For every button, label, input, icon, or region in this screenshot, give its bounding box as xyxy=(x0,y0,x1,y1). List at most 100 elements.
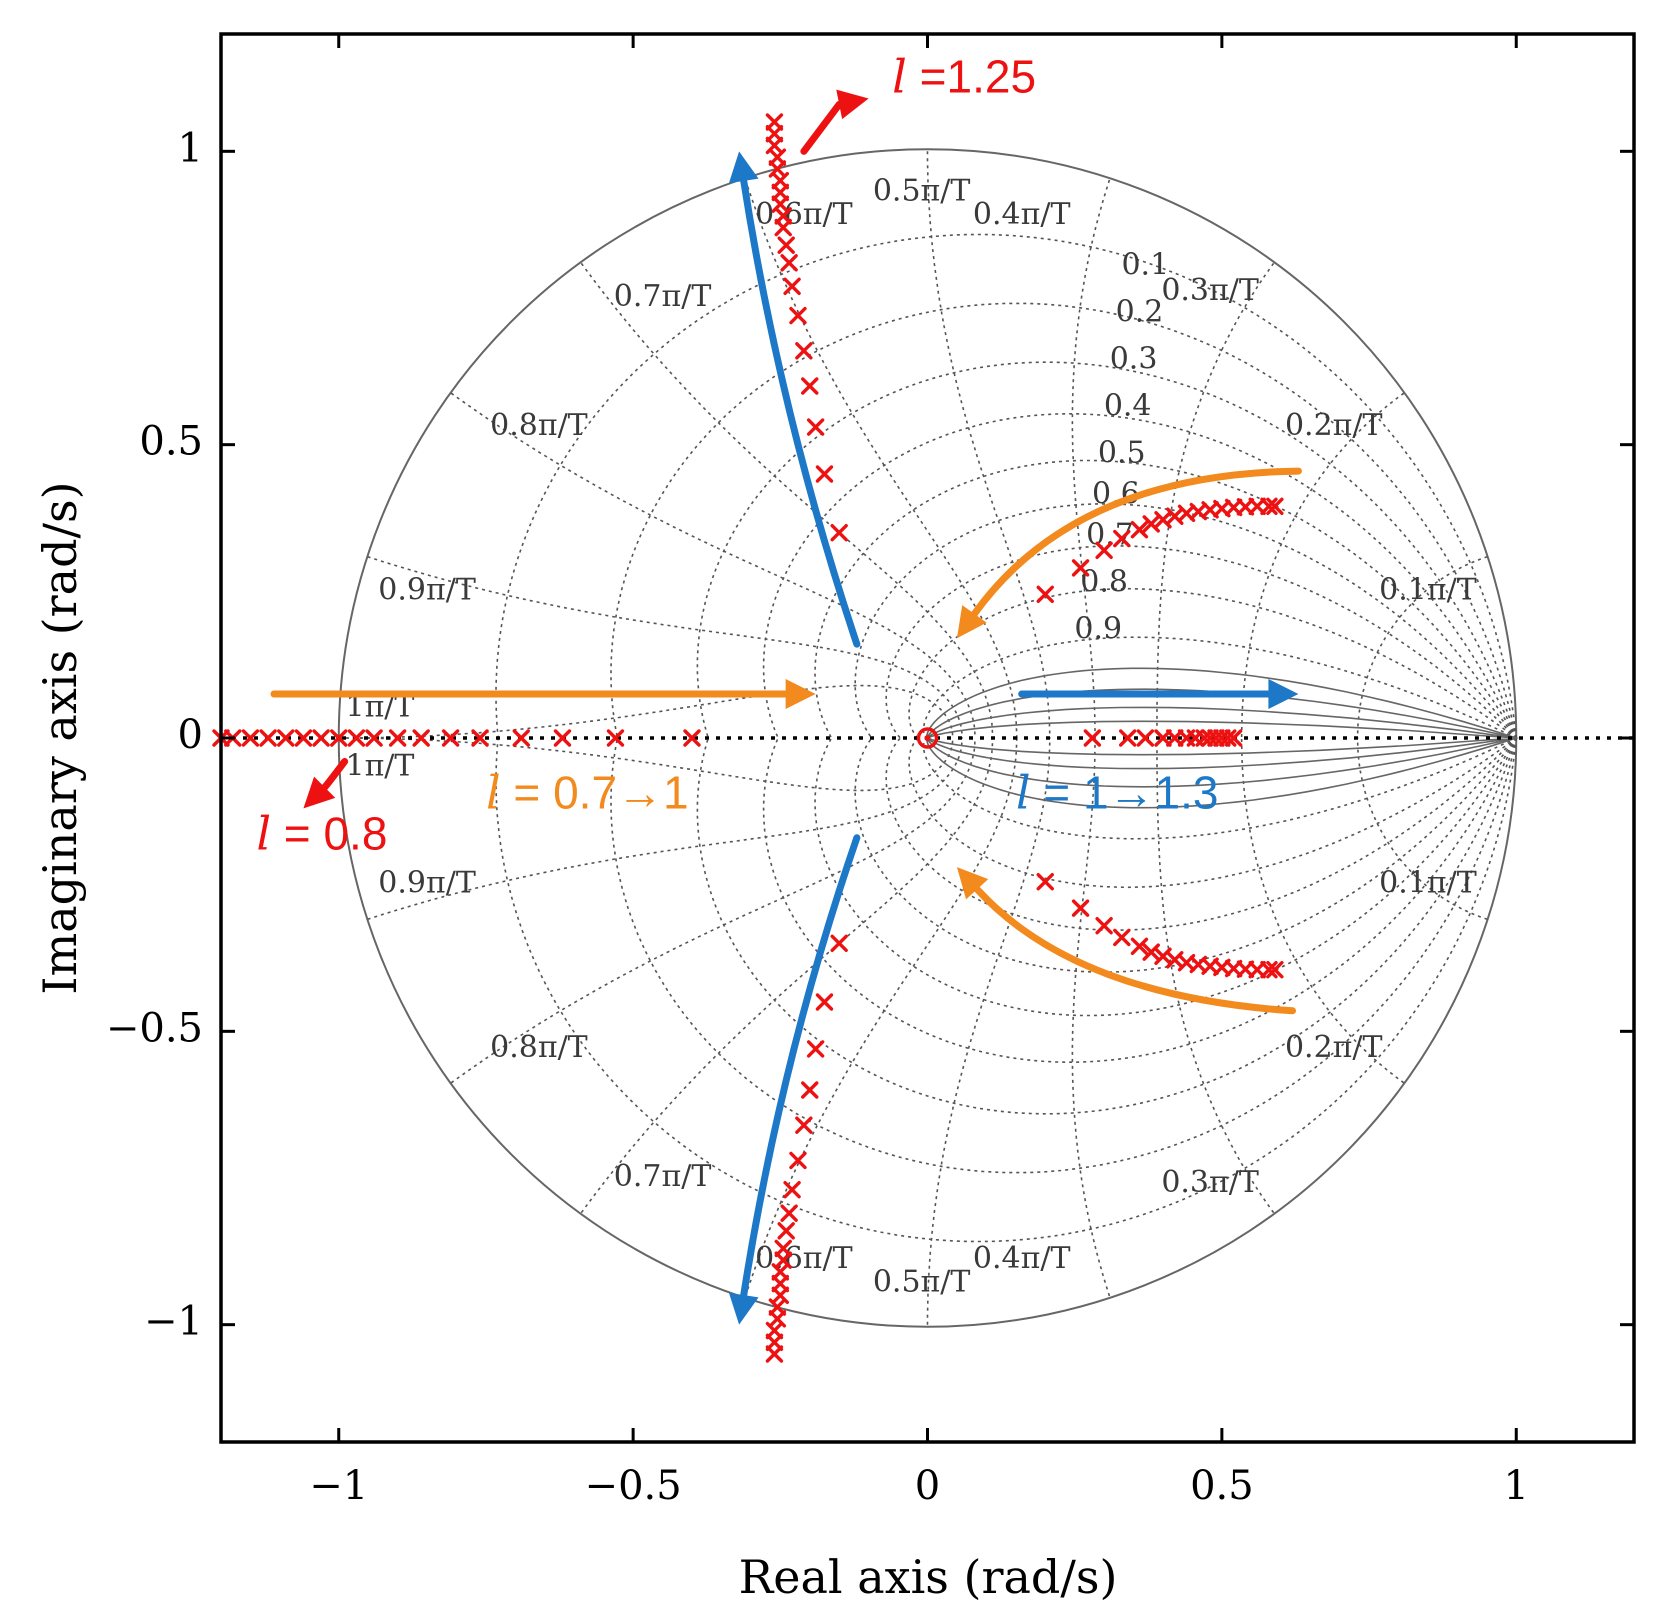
pole-marker xyxy=(1260,961,1278,979)
zeta-curve xyxy=(854,737,1517,973)
pole-marker xyxy=(388,729,407,747)
wn-label: 0.4π/T xyxy=(973,1241,1071,1276)
pole-marker xyxy=(1224,729,1243,747)
pole-marker xyxy=(683,729,701,747)
pole-marker xyxy=(294,729,313,747)
wn-curve xyxy=(1240,737,1405,1084)
annotation-label: l =1.25 xyxy=(892,50,1036,104)
wn-label: 1π/T xyxy=(346,748,415,783)
trajectory-arrow-head xyxy=(785,679,816,709)
pole-marker xyxy=(553,729,572,747)
zeta-curve xyxy=(610,737,1518,1174)
zeta-curve xyxy=(922,737,1517,840)
x-axis-title: Real axis (rad/s) xyxy=(739,1550,1118,1604)
trajectory-arrows xyxy=(270,89,1302,1325)
wn-curve xyxy=(1356,555,1488,739)
wn-curve xyxy=(1356,737,1488,921)
x-tick-label: 1 xyxy=(1504,1463,1529,1509)
pole-marker xyxy=(347,729,366,747)
pole-marker xyxy=(1083,729,1102,747)
y-tick-label: 0 xyxy=(178,712,203,758)
zeta-label: 0.8 xyxy=(1080,564,1128,599)
wn-curve xyxy=(1240,392,1405,739)
pole-marker xyxy=(1266,961,1284,979)
pole-marker xyxy=(330,729,348,747)
wn-curve xyxy=(744,737,1018,1297)
wn-label: 0.8π/T xyxy=(490,1030,588,1065)
zeta-label: 0.5 xyxy=(1098,435,1146,470)
zeta-curve xyxy=(762,413,1518,739)
pole-marker xyxy=(795,342,813,360)
zeta-curve xyxy=(922,636,1517,739)
zero-marker xyxy=(916,727,939,749)
wn-curve xyxy=(367,555,964,739)
pole-marker xyxy=(1248,961,1266,979)
pole-marker xyxy=(1213,729,1231,747)
axis-ticks: −1 −0.5 0 0.5 1 1 0.5 0 −0.5 −1 xyxy=(106,34,1634,1509)
wn-curve xyxy=(450,737,976,1084)
pole-marker xyxy=(1036,873,1054,891)
zeta-curve xyxy=(696,737,1518,1115)
pole-marker xyxy=(1142,943,1160,961)
pole-marker xyxy=(806,418,825,436)
trajectory-arrow-head xyxy=(728,1292,759,1325)
wn-label: 0.6π/T xyxy=(755,197,853,232)
pole-marker xyxy=(795,1116,813,1134)
pole-marker xyxy=(1036,585,1054,603)
pole-marker xyxy=(783,1181,801,1199)
pole-marker xyxy=(789,1151,807,1170)
trajectory-arrow-shaft xyxy=(973,885,1297,1015)
pole-marker xyxy=(1071,559,1090,577)
pole-markers xyxy=(212,113,1284,1363)
zeta-label: 0.4 xyxy=(1104,388,1152,423)
pole-marker xyxy=(789,306,807,325)
wn-label: 0.2π/T xyxy=(1285,1030,1383,1065)
zeta-label: 0.3 xyxy=(1110,341,1158,376)
pole-marker xyxy=(365,729,383,747)
pole-marker xyxy=(1266,497,1284,515)
pole-marker xyxy=(606,729,625,747)
wn-curve xyxy=(1156,262,1275,739)
wn-label: 0.7π/T xyxy=(614,1159,712,1194)
trajectory-arrow-head xyxy=(728,151,759,184)
pole-marker xyxy=(241,729,260,747)
y-tick-label: −1 xyxy=(144,1299,203,1345)
pole-marker xyxy=(1219,729,1237,747)
annotation-label: l = 1→1.3 xyxy=(1016,765,1219,819)
trajectory-arrow-shaft xyxy=(321,757,349,791)
pole-marker xyxy=(815,465,834,483)
trajectory-arrow-shaft xyxy=(800,100,843,155)
pole-marker xyxy=(780,254,798,272)
wn-label: 0.3π/T xyxy=(1161,273,1259,308)
pole-marker xyxy=(1260,497,1278,515)
trajectory-arrow-shaft xyxy=(740,177,861,648)
wn-label: 0.1π/T xyxy=(1379,866,1477,901)
pole-marker xyxy=(1201,729,1219,747)
pole-marker xyxy=(830,934,848,953)
zeta-curve xyxy=(908,587,1517,739)
pole-marker xyxy=(777,236,795,254)
zeta-curve xyxy=(762,737,1518,1063)
wn-curve xyxy=(926,737,1051,1325)
grid-labels: 0.10.20.30.40.50.60.70.80.90.1π/T0.2π/T0… xyxy=(346,173,1477,1299)
wn-label: 0.9π/T xyxy=(378,866,476,901)
zeta-curve xyxy=(495,737,1518,1243)
pole-marker xyxy=(777,1222,795,1240)
x-tick-label: −1 xyxy=(309,1463,368,1509)
zeta-label: 0.2 xyxy=(1116,294,1164,329)
zeta-label: 0.9 xyxy=(1074,611,1122,646)
trajectory-arrow-shaft xyxy=(740,834,861,1299)
wn-curve xyxy=(338,737,954,792)
trajectory-arrow-head xyxy=(303,776,336,809)
wn-label: 0.5π/T xyxy=(873,173,971,208)
trajectory-arrow-shaft xyxy=(970,467,1302,618)
zeta-curve xyxy=(814,459,1517,739)
zero-marker-dot xyxy=(924,735,931,741)
x-tick-label: −0.5 xyxy=(585,1463,682,1509)
zeta-curve xyxy=(495,233,1518,739)
zeta-curve xyxy=(610,302,1518,739)
pole-marker xyxy=(512,729,530,747)
pole-marker xyxy=(471,729,489,747)
